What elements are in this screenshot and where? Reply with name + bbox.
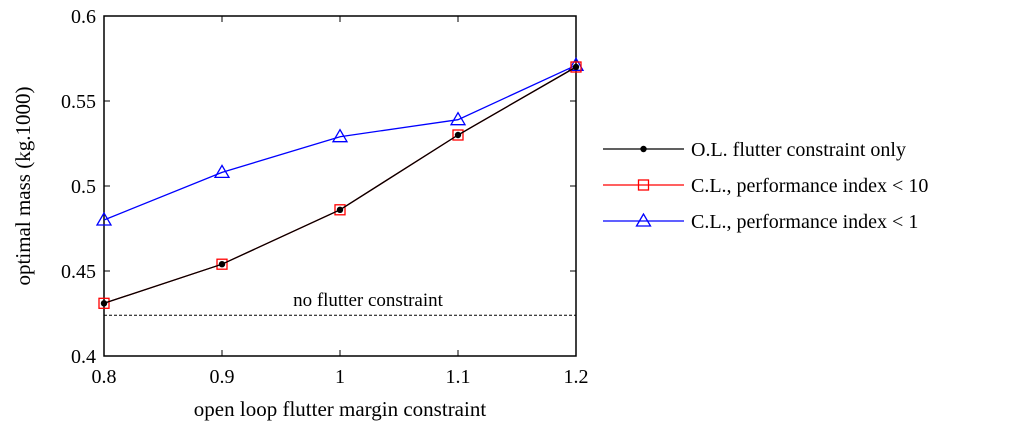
data-point-dot <box>454 131 462 139</box>
no-flutter-constraint-label: no flutter constraint <box>293 290 444 311</box>
y-tick-label: 0.55 <box>61 91 96 113</box>
x-tick-label: 1 <box>335 366 345 388</box>
y-tick-label: 0.5 <box>71 176 96 198</box>
data-point-square <box>570 61 582 73</box>
data-point-triangle <box>331 128 349 143</box>
plot-frame <box>103 15 577 357</box>
data-point-triangle <box>449 111 467 126</box>
y-axis-label: optimal mass (kg.1000) <box>11 87 35 286</box>
legend-label: C.L., performance index < 10 <box>691 175 928 197</box>
axis-ticks <box>103 15 577 357</box>
data-point-square <box>98 297 110 309</box>
x-tick-label: 1.2 <box>564 366 589 388</box>
legend: O.L. flutter constraint only C.L., perfor… <box>603 139 928 233</box>
x-tick-label: 1.1 <box>446 366 471 388</box>
legend-marker-dot <box>640 145 647 153</box>
series-line-triangle <box>103 64 577 221</box>
legend-label: C.L., performance index < 1 <box>691 211 918 233</box>
data-point-dot <box>572 63 580 71</box>
data-point-triangle <box>213 164 231 179</box>
data-point-dot <box>218 261 226 268</box>
series-dot <box>100 63 580 307</box>
data-point-triangle <box>567 57 585 71</box>
data-point-square <box>334 204 346 216</box>
data-point-dot <box>100 300 108 307</box>
tick-labels: 0.8 0.9 1 1.1 1.2 0.4 0.45 0.5 0.55 0.6 <box>61 6 589 388</box>
x-axis-label: open loop flutter margin constraint <box>194 397 487 421</box>
x-tick-label: 0.9 <box>210 366 235 388</box>
y-tick-label: 0.6 <box>71 6 96 28</box>
y-tick-label: 0.4 <box>71 346 96 368</box>
data-point-square <box>452 129 464 141</box>
series-group <box>95 57 585 309</box>
data-point-triangle <box>95 211 113 226</box>
legend-label: O.L. flutter constraint only <box>691 139 906 161</box>
data-point-square <box>216 258 228 270</box>
legend-marker-square <box>637 179 650 191</box>
data-point-dot <box>336 206 344 213</box>
x-tick-label: 0.8 <box>92 366 117 388</box>
series-triangle <box>95 57 585 226</box>
y-tick-label: 0.45 <box>61 261 96 283</box>
legend-marker-triangle <box>635 212 652 227</box>
